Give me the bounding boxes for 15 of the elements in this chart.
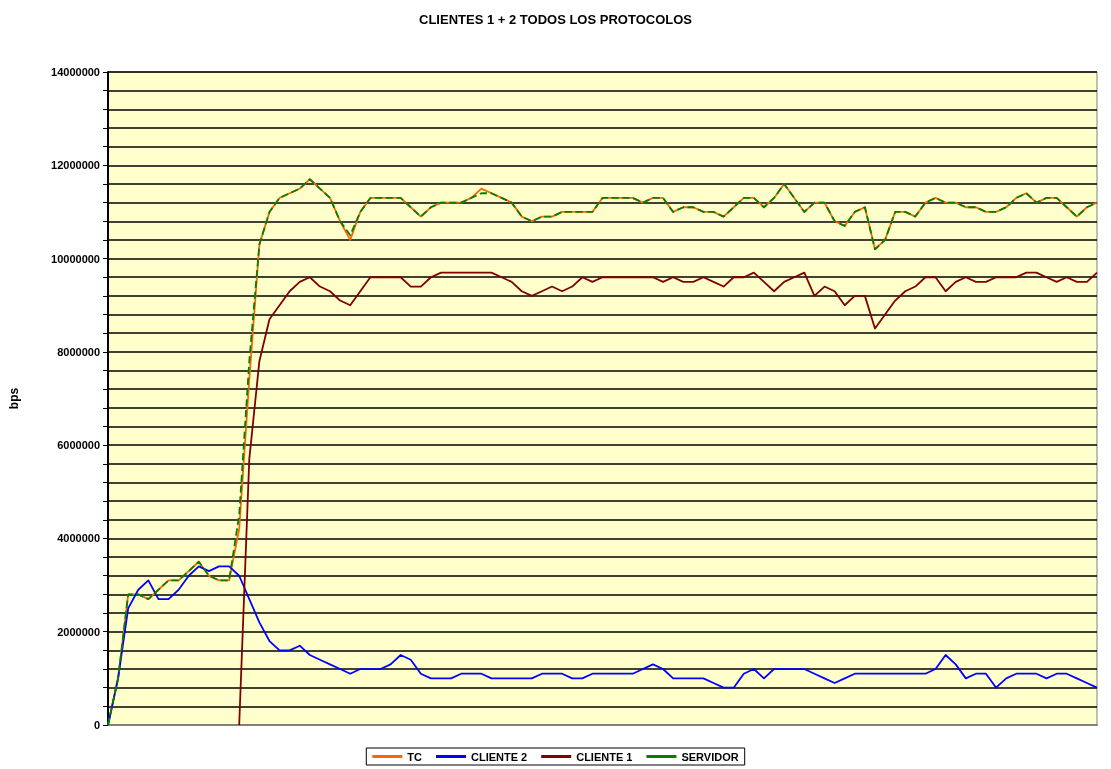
y-tick-label: 8000000 [57,345,100,358]
y-tick-label: 0 [93,719,100,731]
y-tick-label: 14000000 [51,66,100,78]
y-tick-label: 12000000 [51,159,100,172]
y-tick-label: 6000000 [57,439,100,452]
legend-label: SERVIDOR [681,750,739,763]
line-series [238,271,1098,726]
y-tick-label: 2000000 [57,625,100,638]
legend-label: CLIENTE 2 [470,750,528,763]
y-tick-label: 4000000 [57,532,100,545]
legend-label: TC [407,750,423,763]
legend-label: CLIENTE 1 [576,750,633,763]
y-axis-title: bps [7,387,21,410]
chart-title: CLIENTES 1 + 2 TODOS LOS PROTOCOLOS [419,12,693,27]
y-tick-label: 10000000 [51,252,100,265]
